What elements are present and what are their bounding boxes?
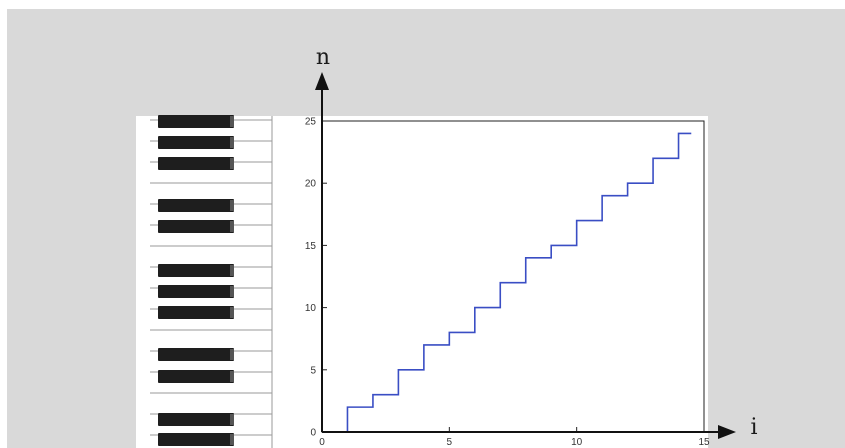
series-step-line — [346, 132, 692, 432]
black-key-tip — [230, 434, 234, 445]
black-key — [158, 115, 234, 128]
black-key — [158, 413, 234, 426]
x-axis-label: i — [750, 415, 757, 440]
y-tick-label: 5 — [310, 365, 316, 376]
black-key-tip — [230, 116, 234, 127]
step-line — [346, 132, 692, 432]
black-key-tip — [230, 221, 234, 232]
black-key-tip — [230, 307, 234, 318]
axis-arrows — [315, 72, 736, 439]
y-axis-label: n — [316, 45, 330, 70]
black-key-tip — [230, 200, 234, 211]
black-key — [158, 220, 234, 233]
black-key — [158, 264, 234, 277]
black-key — [158, 433, 234, 446]
black-key — [158, 370, 234, 383]
axis-ticks: 0 5 10 15 20 25 0 5 10 15 — [305, 117, 710, 448]
y-tick-label: 0 — [310, 428, 316, 439]
y-tick-label: 20 — [305, 179, 317, 190]
black-key — [158, 348, 234, 361]
black-key — [158, 136, 234, 149]
x-tick-label: 5 — [447, 437, 453, 448]
y-tick-label: 25 — [305, 117, 317, 128]
black-key-tip — [230, 371, 234, 382]
plot-frame — [321, 120, 705, 433]
black-key-tip — [230, 349, 234, 360]
black-key-tip — [230, 158, 234, 169]
black-key-tip — [230, 414, 234, 425]
black-key-tip — [230, 137, 234, 148]
piano-keyboard — [150, 115, 273, 448]
y-tick-label: 10 — [305, 303, 317, 314]
black-key — [158, 199, 234, 212]
black-key — [158, 285, 234, 298]
black-key-tip — [230, 265, 234, 276]
y-tick-label: 15 — [305, 241, 317, 252]
x-tick-label: 10 — [571, 437, 583, 448]
y-axis-arrowhead — [315, 72, 329, 90]
x-axis-arrowhead — [718, 425, 736, 439]
black-key — [158, 157, 234, 170]
x-tick-label: 15 — [698, 437, 710, 448]
x-tick-label: 0 — [319, 437, 325, 448]
black-key-tip — [230, 286, 234, 297]
black-key — [158, 306, 234, 319]
